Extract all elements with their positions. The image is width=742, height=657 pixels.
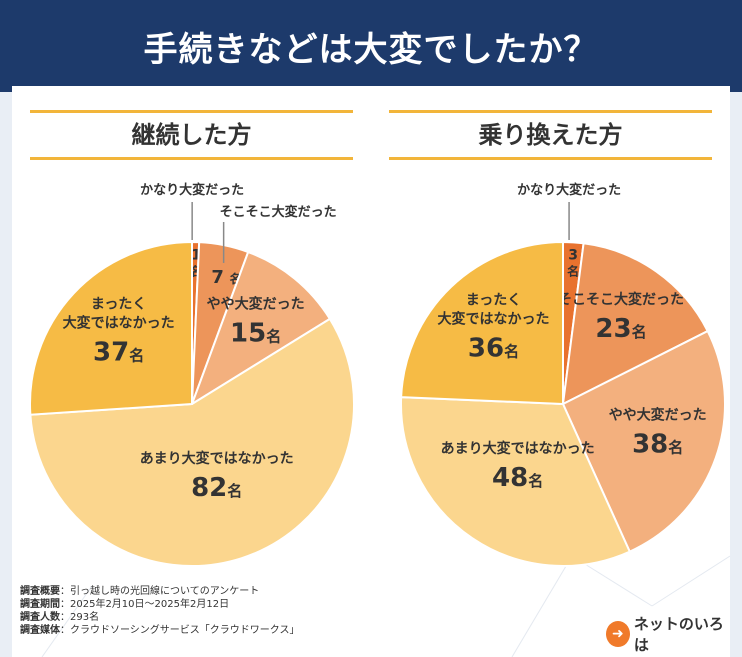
category-label: やや大変だった	[609, 406, 707, 423]
footnote-key: 調査期間	[20, 599, 60, 610]
category-label: まったく	[466, 292, 521, 308]
category-label: かなり大変だった	[140, 182, 244, 198]
pie-slice-not-at-all-hard	[400, 240, 564, 406]
footnote-row: 調査媒体：クラウドソーシングサービス「クラウドワークス」	[20, 624, 300, 637]
value-number: 36	[468, 333, 504, 363]
category-label: あまり大変ではなかった	[140, 450, 294, 467]
value-unit: 名	[227, 482, 242, 500]
value-unit: 名	[632, 323, 647, 341]
category-label: 大変ではなかった	[63, 314, 175, 331]
footnote-row: 調査人数：293名	[20, 611, 300, 624]
chart-title-continued: 継続した方	[30, 110, 353, 160]
data-label-value: 7	[211, 267, 224, 288]
data-label-value: 23名	[595, 314, 646, 344]
header-banner: 手続きなどは大変でしたか？	[0, 0, 742, 92]
chart-switched: 乗り換えた方 3 名かなり大変だった そこそこ大変だった 23名 やや大変だった 38名あ…	[371, 86, 730, 586]
footnote-key: 調査概要	[20, 586, 60, 597]
value-number: 37	[93, 337, 129, 367]
page-title: 手続きなどは大変でしたか？	[143, 30, 599, 70]
logo-text: ネットのいろは	[633, 615, 724, 654]
value-number: 23	[595, 314, 631, 344]
value-number: 82	[191, 473, 227, 503]
value-unit: 名	[129, 346, 144, 364]
footnote-key: 調査媒体	[20, 625, 60, 636]
footnote-row: 調査概要：引っ越し時の光回線についてのアンケート	[20, 585, 300, 598]
value-unit: 名	[668, 438, 683, 456]
pie-chart-switched: 3名かなり大変だったそこそこ大変だった23名やや大変だった38名あまり大変ではな…	[400, 182, 726, 567]
value-number: 15	[230, 318, 266, 348]
logo-arrow-icon: ➜	[606, 621, 630, 647]
data-label-value: 15名	[230, 318, 281, 348]
category-label: そこそこ大変だった	[220, 204, 337, 220]
footnote-value: ：引っ越し時の光回線についてのアンケート	[60, 586, 260, 597]
pie-slice-not-very-hard	[29, 317, 355, 567]
footnote-value: ：293名	[60, 612, 100, 623]
value-unit: 名	[528, 472, 543, 490]
value-unit: 名	[266, 327, 281, 345]
data-label-value: 3	[568, 248, 578, 264]
pie-slice-not-very-hard	[400, 396, 632, 567]
pie-slice-somewhat-hard	[561, 329, 726, 553]
data-label-value: 36名	[468, 333, 519, 363]
value-number: 38	[632, 429, 668, 459]
pie-slice-fairly-hard	[561, 242, 709, 406]
category-label: やや大変だった	[207, 295, 305, 312]
site-logo: ➜ ネットのいろは	[606, 613, 730, 655]
data-label-value: 37名	[93, 337, 144, 367]
footnote-row: 調査期間：2025年2月10日～2025年2月12日	[20, 598, 300, 611]
category-label: まったく	[91, 296, 146, 312]
pie-slice-somewhat-hard	[190, 250, 332, 407]
category-label: かなり大変だった	[517, 182, 621, 198]
footnote-value: ：2025年2月10日～2025年2月12日	[60, 599, 230, 610]
pie-slice-not-at-all-hard	[29, 240, 193, 416]
category-label: 大変ではなかった	[438, 310, 550, 327]
chart-title-switched: 乗り換えた方	[389, 110, 712, 160]
value-unit: 名	[504, 342, 519, 360]
footnote-key: 調査人数	[20, 612, 60, 623]
data-label-value: 38名	[632, 429, 683, 459]
value-number: 48	[492, 463, 528, 493]
data-label-value: 82名	[191, 473, 242, 503]
footnote-value: ：クラウドソーシングサービス「クラウドワークス」	[60, 625, 300, 636]
data-label-value: 1	[191, 247, 201, 263]
data-label-unit: 名	[567, 264, 579, 279]
chart-continued: 継続した方 1 名かなり大変だった 7 名そこそこ大変だった やや大変だった 15名 あまり…	[12, 86, 371, 586]
category-label: そこそこ大変だった	[558, 291, 684, 308]
data-label-value: 48名	[492, 463, 543, 493]
content-panel: 継続した方 1 名かなり大変だった 7 名そこそこ大変だった やや大変だった 15名 あまり…	[12, 86, 730, 657]
survey-footnote: 調査概要：引っ越し時の光回線についてのアンケート 調査期間：2025年2月10日…	[20, 585, 300, 637]
category-label: あまり大変ではなかった	[441, 440, 595, 457]
